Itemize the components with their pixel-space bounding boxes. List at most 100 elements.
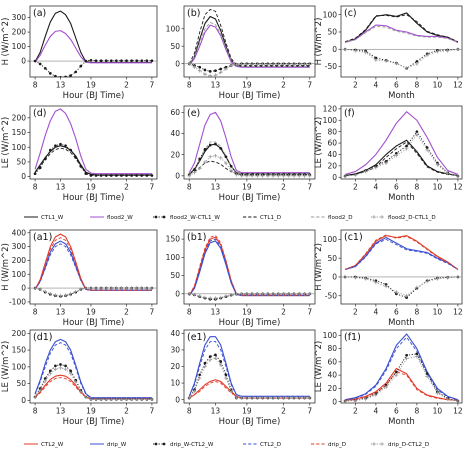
y-tick-label: 0 (332, 173, 337, 182)
x-tick-label: 7 (150, 183, 155, 192)
x-tick-label: 8 (187, 81, 192, 90)
x-tick-label: 2 (281, 308, 286, 317)
x-tick-label: 19 (86, 308, 96, 317)
data-point-marker (404, 356, 409, 361)
y-tick-label: 0 (175, 395, 180, 404)
data-point-marker (139, 397, 144, 402)
series-line-drip-w (344, 236, 459, 270)
legend-label: drip_W-CTL2_W (170, 442, 214, 448)
y-tick-label: 50 (327, 28, 337, 37)
series-line-ctl1-w (34, 145, 152, 176)
data-point-marker (456, 174, 460, 178)
series-line-ctl2-w (34, 374, 152, 400)
series-line-drip-w (188, 336, 310, 397)
data-point-marker (302, 62, 307, 67)
x-tick-label: 7 (307, 183, 312, 192)
data-point-marker (104, 397, 108, 402)
x-tick-label: 13 (211, 81, 221, 90)
data-point-marker (445, 48, 450, 53)
plot-frame (29, 229, 158, 305)
data-point-marker (239, 62, 244, 67)
series-line-drip-d (345, 371, 458, 401)
data-point-marker (394, 153, 399, 158)
legend-label: CTL1_D (260, 215, 281, 221)
legend-marker (380, 442, 384, 446)
data-point-marker (384, 385, 388, 389)
data-point-marker (124, 397, 129, 402)
y-tick-label: 100 (12, 143, 27, 152)
data-point-marker (114, 286, 119, 290)
data-point-marker (297, 174, 302, 178)
data-point-marker (73, 289, 78, 294)
panel-label: (d1) (33, 332, 53, 343)
data-point-marker (104, 286, 108, 290)
data-point-marker (203, 361, 207, 365)
data-point-marker (197, 68, 202, 73)
data-point-marker (415, 132, 419, 137)
x-tick-label: 8 (33, 183, 38, 192)
data-point-marker (150, 397, 154, 402)
data-point-marker (48, 371, 53, 376)
series-line-drip-d-ctl2-d (345, 356, 458, 402)
y-tick-label: 0 (21, 57, 26, 66)
data-point-marker (69, 148, 72, 152)
data-point-marker (59, 363, 62, 366)
data-point-marker (395, 151, 398, 155)
x-tick-label: 2 (124, 407, 129, 416)
series-line-ctl1-d (344, 14, 459, 43)
data-point-marker (33, 59, 37, 63)
x-axis-label: Hour (BJ Time) (219, 91, 281, 101)
x-tick-label: 7 (307, 407, 312, 416)
data-point-marker (404, 293, 409, 298)
data-point-marker (425, 53, 429, 57)
data-point-marker (276, 291, 281, 296)
legend-label: flood2_W (107, 215, 133, 221)
series-line-drip-w-ctl2-w (189, 293, 310, 300)
data-point-marker (234, 396, 239, 400)
data-point-marker (281, 62, 286, 67)
y-tick-label: 40 (170, 129, 180, 138)
data-point-marker (245, 291, 249, 296)
data-point-marker (48, 148, 52, 152)
series-line-ctl2-w (34, 233, 152, 291)
y-tick-label: 60 (327, 357, 337, 366)
data-point-marker (374, 280, 378, 285)
data-point-marker (276, 174, 281, 178)
series-line-ctl1-d (34, 147, 152, 176)
plot-frame (29, 5, 158, 78)
y-tick-label: 0 (21, 284, 26, 293)
data-point-marker (114, 397, 119, 402)
y-tick-label: 50 (170, 271, 180, 280)
data-point-marker (192, 65, 197, 70)
data-point-marker (203, 148, 207, 151)
legend-label: drip_D-CTL2_D (388, 442, 429, 448)
x-tick-label: 6 (394, 407, 399, 416)
x-tick-label: 10 (433, 308, 443, 317)
x-tick-label: 19 (242, 308, 252, 317)
data-point-marker (415, 352, 419, 356)
data-point-marker (250, 291, 254, 296)
data-point-marker (302, 174, 307, 178)
data-point-marker (120, 59, 123, 63)
data-point-marker (415, 60, 419, 63)
data-point-marker (287, 396, 291, 400)
series-line-drip-d (188, 235, 310, 296)
y-tick-label: 20 (170, 362, 180, 371)
data-point-marker (198, 373, 202, 377)
x-tick-label: 10 (433, 81, 443, 90)
legend-marker (162, 442, 166, 446)
series-group (343, 333, 460, 403)
data-point-marker (192, 170, 197, 175)
y-axis-label: H (W/m^2) (1, 243, 11, 291)
series-line-flood2-w-ctl1-w (189, 63, 310, 72)
data-point-marker (287, 291, 291, 296)
legend-label: drip_W (107, 442, 127, 448)
data-point-marker (94, 397, 98, 402)
data-point-marker (292, 396, 296, 400)
panel-a1: -100 0 100 200 300 400 8 13 19 2 7 Hour (BJ Time) H … (1, 228, 158, 328)
data-point-marker (145, 286, 149, 290)
data-point-marker (425, 148, 429, 152)
data-point-marker (43, 289, 48, 294)
x-tick-label: 13 (211, 183, 221, 192)
series-line-drip-d (188, 380, 310, 399)
